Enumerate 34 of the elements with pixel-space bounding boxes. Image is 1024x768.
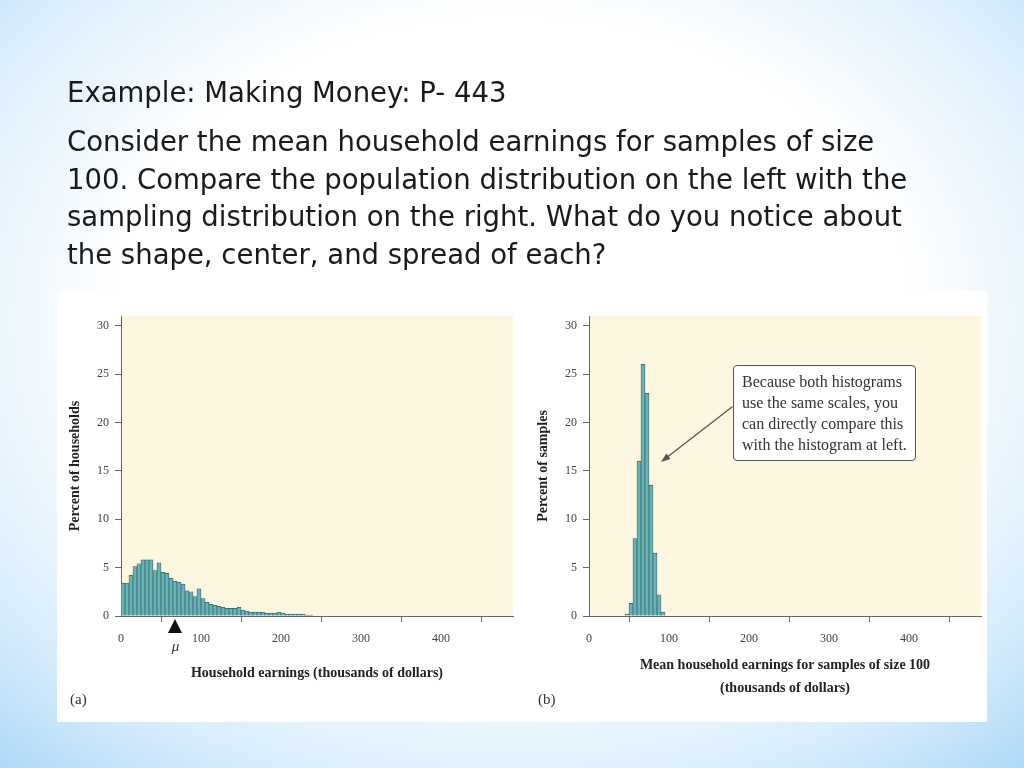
x-tick-label: 0 bbox=[118, 631, 124, 646]
y-tick-label: 5 bbox=[103, 559, 109, 574]
annotation: Because both histograms use the same scales, you can directly compare this with the histogram at left. bbox=[733, 365, 916, 461]
annotation: μ bbox=[170, 637, 180, 654]
y-tick-label: 25 bbox=[565, 366, 577, 381]
chart-subtitle: Consider the mean household earnings for samples of size 100. Compare the population distribution on the left with the sampling distribution on the right. What do you notice about the shape, center, and spread of each? bbox=[67, 124, 909, 272]
x-tick-label: 0 bbox=[586, 631, 592, 646]
y-tick-label: 15 bbox=[565, 462, 577, 477]
x-axis-title: Household earnings (thousands of dollars) bbox=[190, 664, 444, 681]
y-tick-label: 0 bbox=[571, 608, 577, 623]
y-tick-label: 20 bbox=[565, 414, 577, 429]
y-axis-title: Percent of samples bbox=[534, 409, 550, 522]
x-tick-label: 100 bbox=[192, 631, 210, 646]
text: (b) bbox=[538, 690, 556, 708]
y-tick-label: 15 bbox=[97, 462, 109, 477]
y-axis-title: Percent of households bbox=[66, 400, 82, 532]
x-axis-title: Mean household earnings for samples of size 100 (thousands of dollars) bbox=[639, 656, 931, 697]
y-tick-label: 10 bbox=[565, 511, 577, 526]
chart-title: Example: Making Money: P- 443 bbox=[67, 75, 508, 110]
y-tick-label: 0 bbox=[103, 608, 109, 623]
x-tick-label: 200 bbox=[272, 631, 290, 646]
x-tick-label: 400 bbox=[432, 631, 450, 646]
x-tick-label: 300 bbox=[820, 631, 838, 646]
y-tick-label: 30 bbox=[565, 317, 577, 332]
y-tick-label: 5 bbox=[571, 559, 577, 574]
y-tick-label: 10 bbox=[97, 511, 109, 526]
x-tick-label: 200 bbox=[740, 631, 758, 646]
x-tick-label: 100 bbox=[660, 631, 678, 646]
text: (a) bbox=[70, 690, 87, 708]
y-tick-label: 20 bbox=[97, 414, 109, 429]
y-tick-label: 25 bbox=[97, 366, 109, 381]
y-tick-label: 30 bbox=[97, 317, 109, 332]
x-tick-label: 400 bbox=[900, 631, 918, 646]
x-tick-label: 300 bbox=[352, 631, 370, 646]
